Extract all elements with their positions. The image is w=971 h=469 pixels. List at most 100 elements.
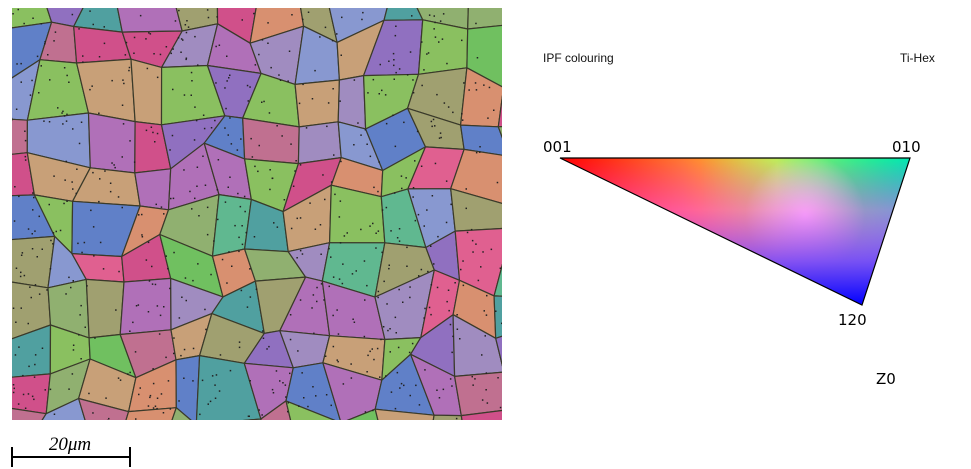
noise-dot	[372, 410, 374, 412]
noise-dot	[84, 242, 86, 244]
noise-dot	[25, 156, 27, 158]
noise-dot	[155, 406, 157, 408]
noise-dot	[173, 353, 175, 355]
noise-dot	[399, 68, 401, 70]
noise-dot	[72, 128, 74, 130]
noise-dot	[15, 322, 17, 324]
noise-dot	[53, 232, 55, 234]
noise-dot	[228, 77, 230, 79]
noise-dot	[399, 228, 401, 230]
noise-dot	[14, 220, 16, 222]
noise-dot	[450, 204, 452, 206]
noise-dot	[20, 63, 22, 65]
noise-dot	[354, 322, 356, 324]
noise-dot	[172, 48, 174, 50]
noise-dot	[446, 180, 448, 182]
noise-dot	[237, 193, 239, 195]
noise-dot	[418, 275, 420, 277]
noise-dot	[386, 303, 388, 305]
noise-dot	[182, 39, 184, 41]
noise-dot	[156, 204, 158, 206]
noise-dot	[436, 390, 438, 392]
noise-dot	[229, 117, 231, 119]
noise-dot	[142, 236, 144, 238]
noise-dot	[68, 277, 70, 279]
noise-dot	[114, 167, 116, 169]
noise-dot	[493, 110, 495, 112]
noise-dot	[372, 223, 374, 225]
noise-dot	[46, 289, 48, 291]
noise-dot	[472, 384, 474, 386]
noise-dot	[369, 225, 371, 227]
noise-dot	[238, 237, 240, 239]
noise-dot	[433, 28, 435, 30]
noise-dot	[79, 143, 81, 145]
noise-dot	[216, 374, 218, 376]
noise-dot	[155, 284, 157, 286]
noise-dot	[432, 195, 434, 197]
noise-dot	[340, 200, 342, 202]
noise-dot	[419, 404, 421, 406]
noise-dot	[340, 242, 342, 244]
noise-dot	[72, 14, 74, 16]
noise-dot	[186, 300, 188, 302]
noise-dot	[397, 372, 399, 374]
noise-dot	[107, 420, 109, 422]
noise-dot	[62, 123, 64, 125]
noise-dot	[326, 126, 328, 128]
noise-dot	[437, 287, 439, 289]
grain	[131, 59, 162, 125]
grain	[89, 113, 136, 173]
noise-dot	[88, 393, 90, 395]
noise-dot	[183, 378, 185, 380]
noise-dot	[89, 10, 91, 12]
noise-dot	[427, 271, 429, 273]
noise-dot	[85, 327, 87, 329]
noise-dot	[485, 389, 487, 391]
noise-dot	[435, 163, 437, 165]
noise-dot	[341, 55, 343, 57]
noise-dot	[13, 308, 15, 310]
noise-dot	[450, 324, 452, 326]
noise-dot	[313, 333, 315, 335]
noise-dot	[224, 87, 226, 89]
noise-dot	[196, 120, 198, 122]
noise-dot	[443, 13, 445, 15]
noise-dot	[150, 33, 152, 35]
noise-dot	[484, 310, 486, 312]
noise-dot	[22, 375, 24, 377]
noise-dot	[220, 354, 222, 356]
noise-dot	[21, 307, 23, 309]
grain	[196, 419, 266, 461]
noise-dot	[429, 307, 431, 309]
noise-dot	[13, 384, 15, 386]
noise-dot	[82, 55, 84, 57]
noise-dot	[226, 282, 228, 284]
noise-dot	[35, 354, 37, 356]
noise-dot	[159, 333, 161, 335]
noise-dot	[497, 377, 499, 379]
noise-dot	[290, 314, 292, 316]
noise-dot	[366, 371, 368, 373]
noise-dot	[381, 90, 383, 92]
noise-dot	[402, 302, 404, 304]
noise-dot	[28, 323, 30, 325]
noise-dot	[210, 274, 212, 276]
noise-dot	[396, 332, 398, 334]
noise-dot	[111, 162, 113, 164]
noise-dot	[489, 87, 491, 89]
noise-dot	[56, 231, 58, 233]
noise-dot	[406, 247, 408, 249]
noise-dot	[80, 358, 82, 360]
noise-dot	[482, 399, 484, 401]
noise-dot	[60, 230, 62, 232]
page: 20μm IPF colouring Ti-Hex 001 010 120 Z0…	[0, 0, 971, 469]
noise-dot	[140, 15, 142, 17]
noise-dot	[462, 260, 464, 262]
noise-dot	[189, 191, 191, 193]
noise-dot	[329, 286, 331, 288]
noise-dot	[479, 151, 481, 153]
noise-dot	[331, 405, 333, 407]
noise-dot	[410, 51, 412, 53]
noise-dot	[284, 199, 286, 201]
